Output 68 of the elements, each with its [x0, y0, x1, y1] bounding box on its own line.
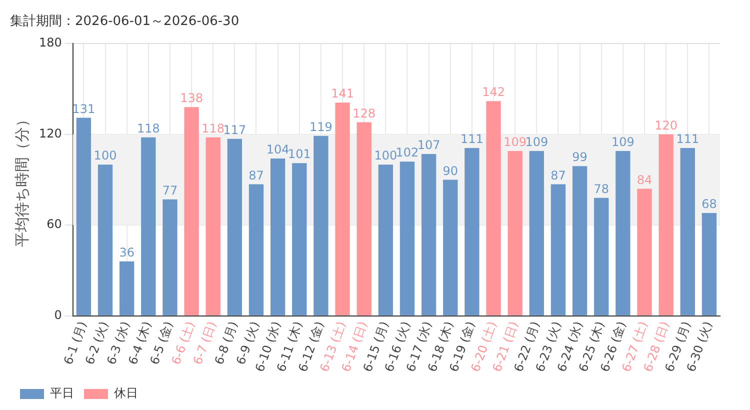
data-label: 78: [594, 182, 610, 196]
bar: [141, 137, 156, 316]
bar: [464, 148, 480, 316]
data-label: 118: [136, 121, 160, 136]
data-label: 99: [572, 150, 588, 164]
data-label: 102: [396, 146, 419, 160]
data-label: 138: [180, 91, 203, 106]
bar: [486, 101, 501, 316]
data-label: 87: [248, 168, 264, 182]
bar: [292, 163, 307, 316]
data-label: 84: [636, 172, 652, 187]
bar: [378, 164, 393, 316]
data-label: 109: [504, 135, 527, 150]
data-label: 117: [223, 123, 246, 138]
data-label: 100: [374, 148, 398, 163]
data-label: 128: [352, 106, 376, 120]
y-axis-title: 平均待ち時間（分）: [12, 112, 31, 248]
bar: [314, 136, 328, 316]
bar: [637, 188, 652, 316]
y-tick-label: 180: [39, 36, 62, 50]
bar: [98, 164, 113, 316]
data-label: 77: [162, 183, 178, 198]
data-label: 100: [94, 148, 117, 163]
bar: [356, 122, 372, 316]
data-label: 119: [310, 120, 332, 134]
data-label: 107: [417, 138, 440, 152]
data-label: 118: [202, 121, 225, 136]
bar: [680, 148, 695, 316]
data-label: 101: [288, 147, 311, 162]
data-label: 141: [331, 86, 354, 101]
data-label: 87: [550, 168, 566, 182]
data-label: 120: [654, 118, 678, 132]
bar: [270, 158, 286, 316]
data-label: 109: [525, 135, 548, 150]
data-label: 68: [702, 197, 717, 212]
data-label: 109: [611, 135, 634, 150]
data-label: 111: [460, 132, 484, 146]
bar: [529, 150, 544, 316]
data-label: 90: [442, 164, 458, 178]
bar: [162, 199, 178, 316]
bar: [400, 162, 415, 316]
bar: [206, 137, 220, 316]
y-tick-label: 120: [39, 126, 62, 140]
bar: [248, 184, 264, 316]
bar: [421, 154, 436, 316]
chart-title: 集計期間：2026-06-01～2026-06-30: [10, 14, 240, 30]
bar: [508, 150, 522, 316]
bar: [227, 138, 242, 316]
y-tick-label: 0: [54, 308, 62, 322]
bar: [616, 150, 630, 316]
data-label: 142: [482, 85, 505, 100]
data-label: 111: [676, 132, 700, 146]
bar: [119, 261, 134, 316]
bar: [184, 107, 199, 316]
bar: [335, 102, 350, 316]
data-label: 131: [72, 102, 96, 116]
bar: [76, 118, 92, 316]
data-label: 104: [266, 142, 290, 157]
bar: [550, 184, 566, 316]
data-label: 36: [119, 246, 134, 260]
bar: [594, 198, 609, 316]
legend-label: 平日: [50, 386, 74, 400]
bar: [658, 134, 674, 316]
bar: [702, 212, 717, 316]
legend-label: 休日: [114, 386, 138, 400]
bar: [572, 166, 588, 316]
bar: [443, 180, 458, 316]
y-tick-label: 60: [46, 217, 62, 232]
